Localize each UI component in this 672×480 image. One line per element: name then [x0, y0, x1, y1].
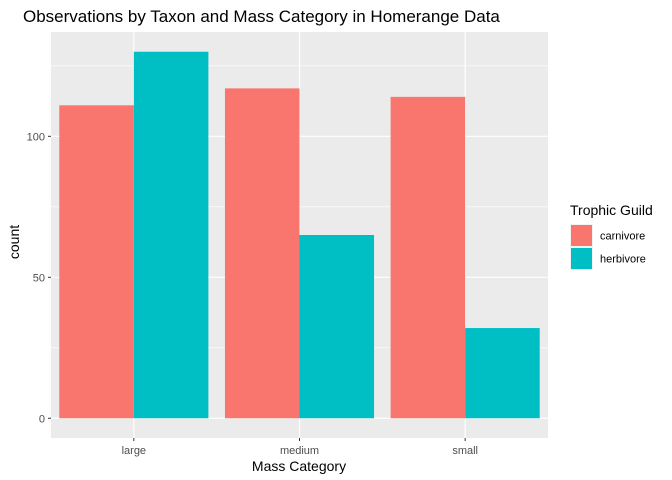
x-axis: large medium small	[122, 438, 478, 457]
y-axis: 0 50 100	[27, 131, 51, 425]
legend: Trophic Guild carnivore herbivore	[570, 202, 653, 270]
y-tick-label: 50	[33, 272, 45, 284]
bar-herbivore-large	[133, 51, 209, 419]
bar-herbivore-small	[465, 328, 540, 419]
legend-label-carnivore: carnivore	[600, 231, 645, 243]
x-tick-label: medium	[280, 445, 319, 457]
bars	[59, 51, 540, 419]
x-axis-title: Mass Category	[252, 458, 346, 474]
x-tick-label: small	[452, 445, 478, 457]
bar-carnivore-small	[390, 96, 466, 419]
legend-swatch-carnivore	[571, 225, 592, 246]
legend-label-herbivore: herbivore	[600, 254, 646, 266]
bar-carnivore-large	[59, 105, 134, 419]
y-tick-label: 0	[39, 413, 45, 425]
legend-swatch-herbivore	[571, 248, 592, 269]
x-tick-label: large	[122, 445, 146, 457]
bar-carnivore-medium	[224, 88, 300, 419]
y-axis-title: count	[6, 225, 22, 259]
legend-title: Trophic Guild	[570, 202, 653, 218]
bar-herbivore-medium	[299, 235, 375, 419]
y-tick-label: 100	[27, 131, 45, 143]
chart-title: Observations by Taxon and Mass Category …	[23, 7, 500, 26]
